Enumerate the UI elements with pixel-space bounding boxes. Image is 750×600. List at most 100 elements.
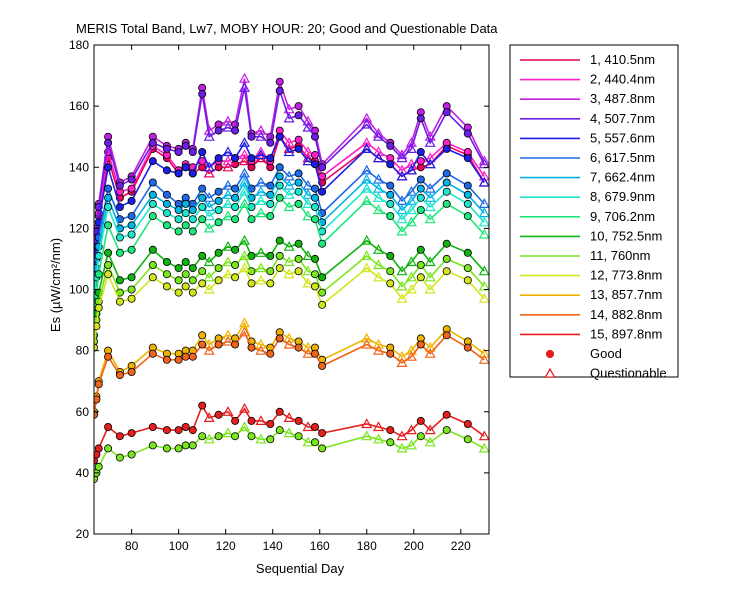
data-point-questionable bbox=[203, 338, 215, 349]
data-point-good bbox=[115, 202, 124, 211]
data-point-good bbox=[104, 221, 113, 230]
chart-title: MERIS Total Band, Lw7, MOBY HOUR: 20; Go… bbox=[76, 21, 498, 36]
data-point-good bbox=[416, 184, 425, 193]
data-point-good bbox=[310, 282, 319, 291]
data-point-good bbox=[275, 181, 284, 190]
data-point-good bbox=[266, 435, 275, 444]
series-7 bbox=[94, 172, 489, 297]
data-point-good bbox=[416, 432, 425, 441]
data-point-questionable bbox=[424, 341, 436, 352]
data-point-good bbox=[266, 212, 275, 221]
data-point-good bbox=[310, 132, 319, 141]
data-point-good bbox=[463, 276, 472, 285]
data-point-questionable bbox=[302, 210, 314, 221]
data-point-questionable bbox=[255, 247, 267, 257]
data-point-good bbox=[174, 426, 183, 435]
data-point-good bbox=[188, 276, 197, 285]
data-point-questionable bbox=[478, 430, 489, 441]
data-point-questionable bbox=[222, 198, 234, 208]
data-point-good bbox=[266, 190, 275, 199]
data-point-questionable bbox=[361, 430, 373, 441]
data-point-good bbox=[104, 422, 113, 431]
data-point-good bbox=[214, 410, 223, 419]
data-point-questionable bbox=[405, 256, 417, 267]
data-point-good bbox=[266, 251, 275, 260]
data-point-good bbox=[127, 273, 136, 282]
data-point-questionable bbox=[255, 415, 267, 425]
data-point-good bbox=[188, 441, 197, 450]
data-point-good bbox=[127, 285, 136, 294]
data-point-good bbox=[188, 426, 197, 435]
data-point-good bbox=[247, 132, 256, 141]
data-point-good bbox=[310, 150, 319, 159]
data-point-good bbox=[275, 193, 284, 202]
data-point-good bbox=[148, 199, 157, 208]
data-point-good bbox=[104, 138, 113, 147]
data-point-good bbox=[266, 181, 275, 190]
data-point-questionable bbox=[361, 112, 373, 123]
data-point-good bbox=[294, 416, 303, 425]
data-point-good bbox=[181, 209, 190, 218]
data-point-questionable bbox=[372, 152, 385, 163]
data-point-good bbox=[214, 248, 223, 257]
data-point-questionable bbox=[405, 439, 417, 450]
data-point-good bbox=[275, 77, 284, 86]
legend-label: Questionable bbox=[590, 366, 667, 381]
data-point-good bbox=[198, 193, 207, 202]
data-point-good bbox=[181, 441, 190, 450]
data-point-questionable bbox=[478, 265, 489, 276]
data-point-questionable bbox=[238, 82, 251, 92]
data-point-questionable bbox=[283, 338, 295, 349]
data-point-good bbox=[127, 221, 136, 230]
data-point-good bbox=[231, 126, 240, 135]
y-tick-label: 180 bbox=[69, 38, 89, 52]
data-point-good bbox=[318, 444, 327, 453]
data-point-good bbox=[463, 190, 472, 199]
data-point-questionable bbox=[283, 189, 295, 199]
data-point-questionable bbox=[396, 213, 408, 224]
data-point-good bbox=[94, 462, 103, 471]
data-point-questionable bbox=[424, 436, 436, 447]
data-point-good bbox=[148, 260, 157, 269]
data-point-good bbox=[162, 221, 171, 230]
legend-good-marker bbox=[545, 349, 555, 359]
data-point-good bbox=[148, 422, 157, 431]
series-6 bbox=[94, 163, 489, 288]
data-point-questionable bbox=[203, 130, 215, 141]
data-point-good bbox=[94, 380, 103, 389]
legend-label: 14, 882.8nm bbox=[590, 307, 662, 322]
data-point-questionable bbox=[302, 436, 314, 447]
data-point-questionable bbox=[405, 216, 417, 227]
data-point-questionable bbox=[405, 164, 417, 175]
y-tick-label: 60 bbox=[76, 405, 90, 419]
data-point-questionable bbox=[255, 262, 267, 273]
data-point-questionable bbox=[424, 283, 436, 294]
series-8 bbox=[94, 181, 489, 306]
data-point-questionable bbox=[396, 292, 408, 303]
data-point-good bbox=[318, 288, 327, 297]
data-point-good bbox=[181, 163, 190, 172]
data-point-questionable bbox=[396, 357, 408, 367]
data-point-good bbox=[294, 111, 303, 120]
data-point-questionable bbox=[361, 195, 373, 205]
data-point-good bbox=[294, 178, 303, 187]
data-point-good bbox=[148, 178, 157, 187]
data-point-good bbox=[386, 267, 395, 276]
data-point-good bbox=[442, 254, 451, 263]
data-point-good bbox=[231, 432, 240, 441]
data-point-good bbox=[386, 251, 395, 260]
data-point-good bbox=[275, 172, 284, 181]
data-point-good bbox=[188, 205, 197, 214]
series-15 bbox=[94, 401, 489, 465]
data-point-good bbox=[231, 260, 240, 269]
data-point-good bbox=[294, 135, 303, 144]
data-point-questionable bbox=[283, 332, 295, 343]
data-point-good bbox=[247, 432, 256, 441]
data-point-good bbox=[127, 245, 136, 254]
series-line bbox=[94, 239, 485, 336]
data-point-questionable bbox=[283, 112, 295, 123]
data-point-good bbox=[162, 426, 171, 435]
data-point-questionable bbox=[203, 210, 215, 221]
data-point-good bbox=[416, 273, 425, 282]
data-point-questionable bbox=[203, 222, 215, 233]
